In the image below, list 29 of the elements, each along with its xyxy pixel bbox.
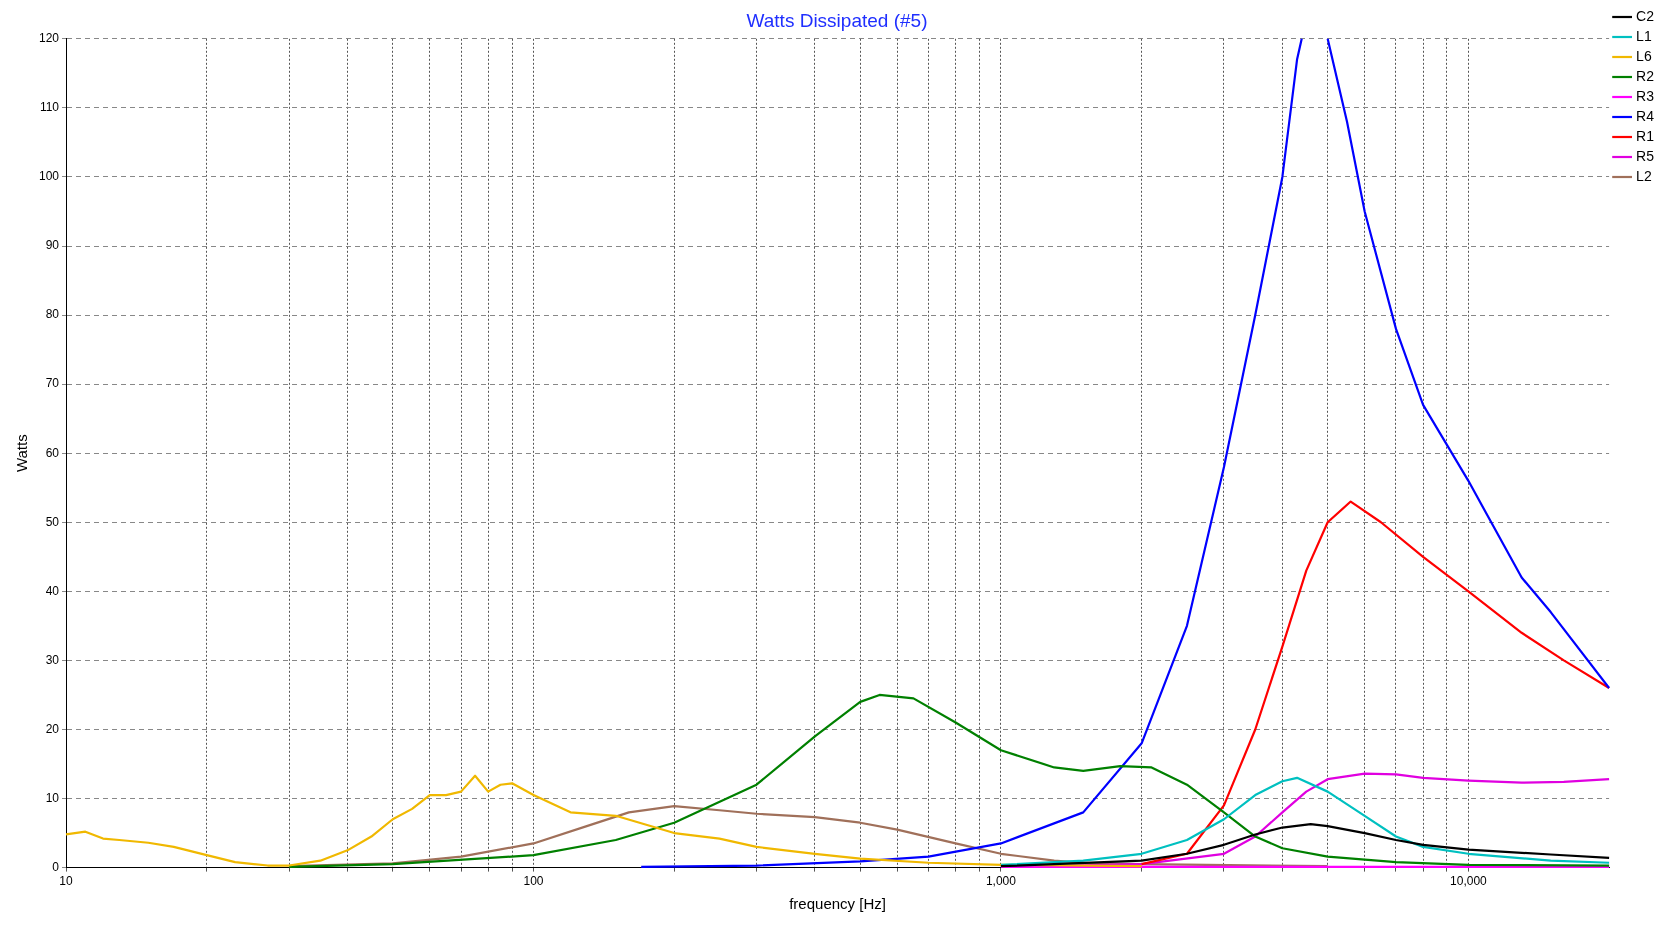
legend-label: R3 [1636,87,1655,104]
legend-label: R4 [1636,107,1655,124]
y-tick-label: 10 [45,790,60,805]
y-tick-label: 90 [45,238,60,253]
chart-title: Watts Dissipated (#5) [746,9,928,31]
y-tick-label: 100 [38,169,60,184]
y-tick-label: 120 [38,31,60,46]
y-tick-label: 60 [45,445,60,460]
legend-label: R1 [1636,127,1655,144]
x-axis-title: frequency [Hz] [789,895,886,913]
legend-label: R5 [1636,147,1655,164]
legend-label: L6 [1636,47,1652,64]
legend-label: C2 [1636,7,1655,24]
x-tick-label: 100 [523,874,544,889]
x-tick-label: 10 [59,874,74,889]
y-tick-label: 50 [45,514,60,529]
y-tick-label: 70 [45,376,60,391]
y-tick-label: 80 [45,307,60,322]
x-tick-label: 1,000 [985,874,1017,889]
y-tick-label: 30 [45,652,60,667]
x-tick-label: 10,000 [1450,874,1488,889]
legend-label: R2 [1636,67,1655,84]
y-tick-label: 40 [45,583,60,598]
y-axis-title: Watts [13,434,31,473]
y-tick-label: 110 [39,100,60,115]
y-tick-label: 20 [45,721,60,736]
legend-label: L2 [1636,167,1652,184]
legend-label: L1 [1636,27,1652,44]
y-tick-label: 0 [52,859,60,874]
